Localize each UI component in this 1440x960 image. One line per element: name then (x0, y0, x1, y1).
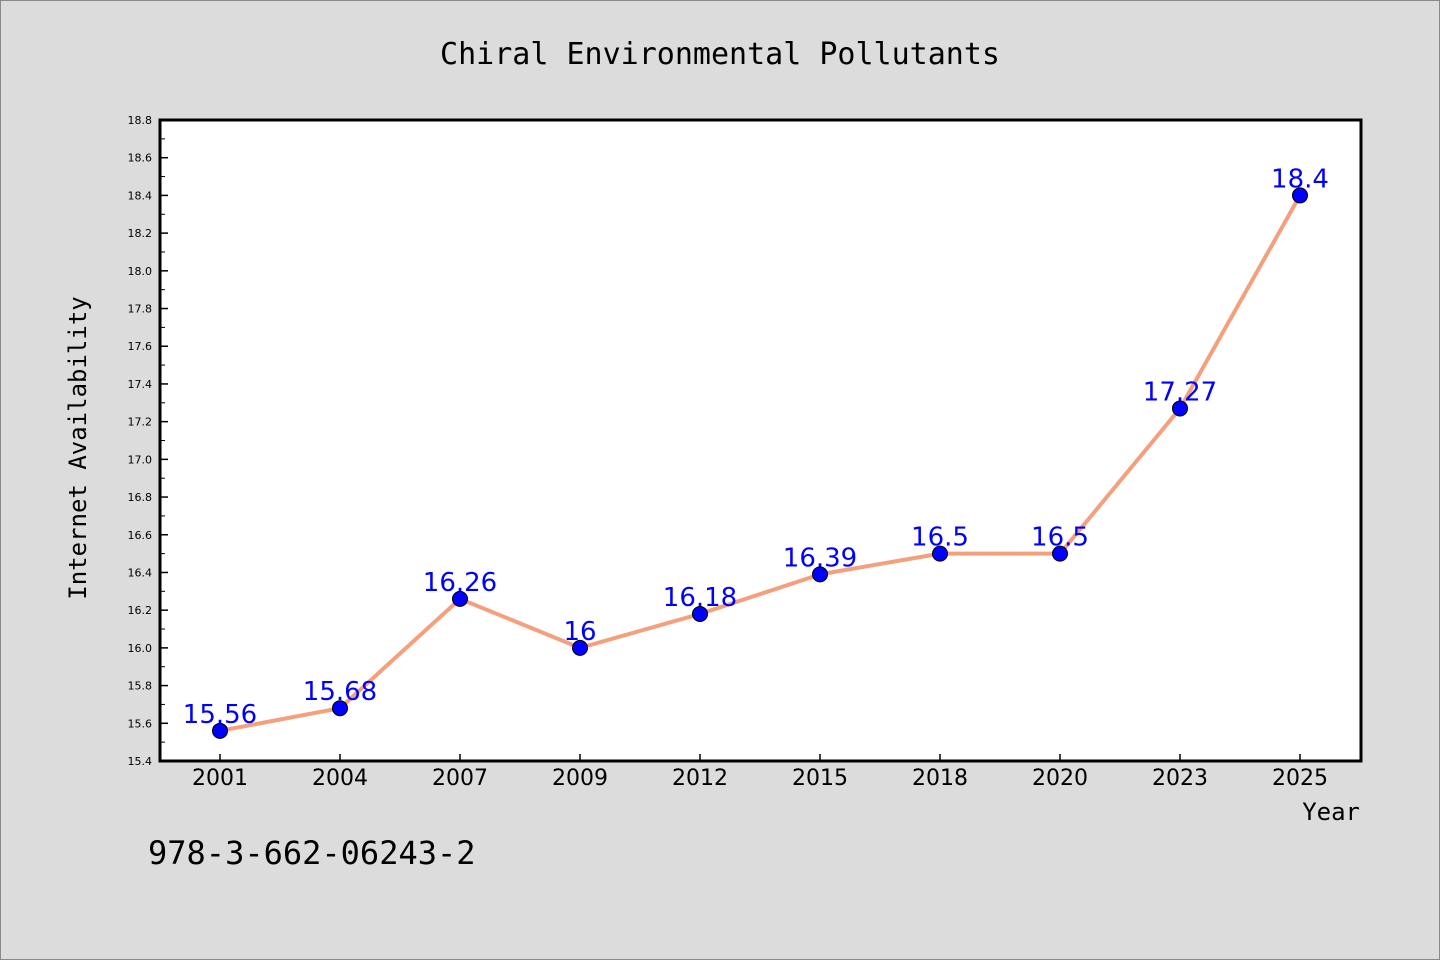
y-tick-label: 15.4 (128, 755, 153, 768)
data-label: 16.39 (783, 543, 857, 573)
x-tick-label: 2015 (792, 766, 848, 791)
y-tick-label: 17.4 (128, 378, 153, 391)
x-tick-label: 2025 (1272, 766, 1328, 791)
data-label: 16.5 (911, 523, 969, 553)
y-tick-label: 18.0 (128, 265, 153, 278)
plot-area (158, 118, 1363, 763)
data-point (692, 605, 708, 622)
data-point (332, 700, 348, 717)
y-tick-label: 18.8 (128, 114, 153, 127)
x-axis-label: Year (1302, 798, 1360, 826)
y-tick-label: 18.4 (128, 189, 153, 202)
isbn-annotation: 978-3-662-06243-2 (148, 834, 476, 872)
y-tick-label: 16.2 (128, 604, 153, 617)
y-tick-label: 17.8 (128, 303, 153, 316)
x-tick-label: 2001 (192, 766, 248, 791)
y-tick-label: 17.6 (128, 340, 153, 353)
data-point (812, 566, 828, 583)
data-label: 16 (563, 617, 596, 647)
y-tick-label: 18.2 (128, 227, 153, 240)
x-tick-label: 2023 (1152, 766, 1208, 791)
y-tick-label: 15.6 (128, 717, 153, 730)
y-tick-label: 15.8 (128, 680, 153, 693)
y-tick-label: 16.0 (128, 642, 153, 655)
data-point (212, 722, 228, 739)
data-point (452, 590, 468, 607)
x-tick-label: 2009 (552, 766, 608, 791)
data-label: 16.18 (663, 583, 737, 613)
data-point (572, 639, 588, 656)
data-point (1172, 400, 1188, 417)
x-axis: 2001 2004 2007 2009 2012 2015 2018 2020 2023 2025 (192, 754, 1328, 791)
y-tick-label: 16.4 (128, 566, 153, 579)
data-label: 17.27 (1143, 377, 1217, 407)
data-labels: 15.56 15.68 16.26 16 16.18 16.39 16.5 16.5 17.27… (183, 164, 1329, 729)
y-axis-label: Internet Availability (64, 296, 92, 599)
y-tick-label: 17.0 (128, 453, 153, 466)
data-label: 15.68 (303, 677, 377, 707)
x-tick-label: 2018 (912, 766, 968, 791)
data-label: 16.5 (1031, 523, 1089, 553)
x-tick-label: 2012 (672, 766, 728, 791)
data-label: 18.4 (1271, 164, 1329, 194)
series-markers (212, 187, 1308, 739)
y-axis: 15.4 15.6 15.8 16.0 16.2 16.4 16.6 16.8 17.0 17.2… (128, 114, 168, 768)
data-label: 15.56 (183, 700, 257, 730)
chart-title: Chiral Environmental Pollutants (440, 37, 1000, 72)
y-tick-label: 18.6 (128, 152, 153, 165)
x-tick-label: 2020 (1032, 766, 1088, 791)
x-tick-label: 2004 (312, 766, 368, 791)
data-point (1292, 187, 1308, 204)
series-line (219, 194, 1302, 733)
data-label: 16.26 (423, 568, 497, 598)
y-tick-label: 16.8 (128, 491, 153, 504)
y-tick-label: 17.2 (128, 416, 153, 429)
data-point (932, 545, 948, 562)
data-point (1052, 545, 1068, 562)
x-tick-label: 2007 (432, 766, 488, 791)
y-tick-label: 16.6 (128, 529, 153, 542)
